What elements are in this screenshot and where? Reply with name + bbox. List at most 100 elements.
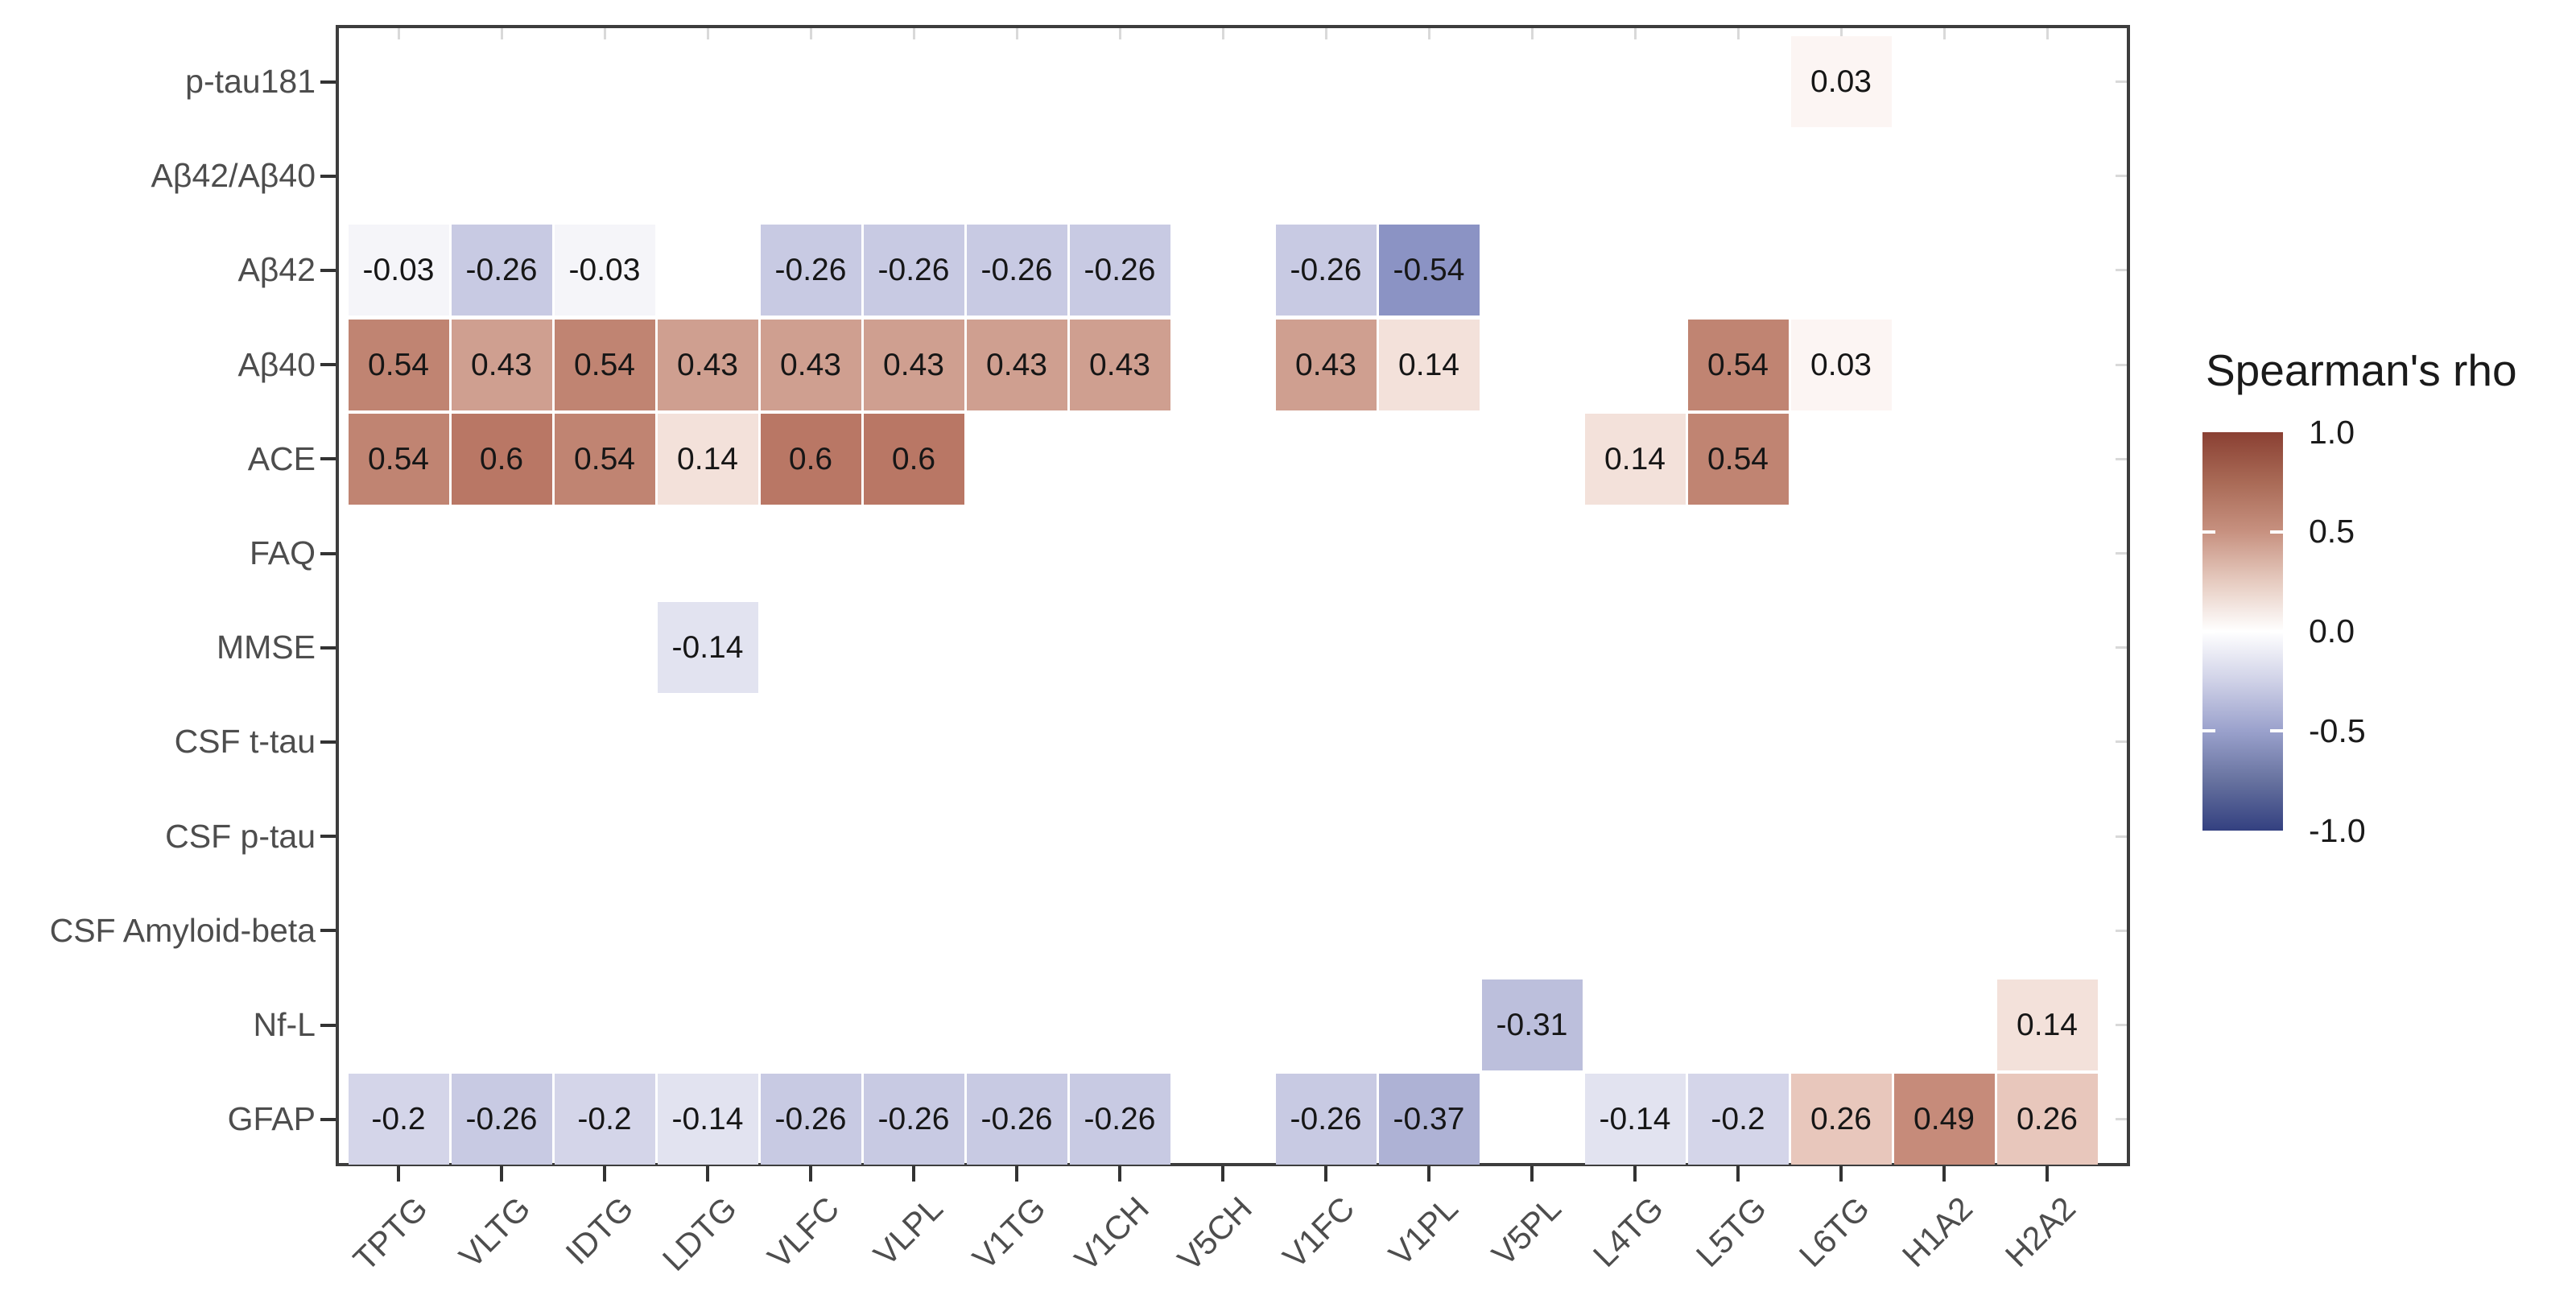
y-axis-minor-tick [2116,1118,2127,1121]
heatmap-cell: 0.49 [1893,1074,1995,1165]
y-axis-label: CSF t-tau [174,723,316,761]
cell-value: 0.54 [368,441,429,476]
cell-value: -0.2 [577,1102,632,1137]
cell-value: 0.43 [1295,347,1356,382]
cell-value: 0.54 [1707,347,1769,382]
heatmap-cell: -0.14 [657,1074,758,1165]
cell-value: -0.26 [465,1102,538,1137]
cell-value: -0.26 [1290,1102,1362,1137]
cell-value: 0.6 [788,441,833,476]
x-axis-tick [1324,1166,1327,1182]
y-axis-label: p-tau181 [185,63,316,100]
heatmap-cell: -0.37 [1378,1074,1480,1165]
heatmap-cell: -0.14 [657,602,758,694]
cell-value: -0.26 [1290,253,1362,288]
heatmap-cell: 0.54 [348,413,449,505]
cell-value: 0.54 [368,347,429,382]
cell-value: -0.03 [568,253,641,288]
x-axis-label: H1A2 [1895,1190,1980,1275]
x-axis-label: IDTG [558,1190,641,1272]
cell-value: -0.26 [980,253,1053,288]
x-axis-minor-tick [1118,28,1121,39]
heatmap-cell: 0.6 [863,413,964,505]
heatmap-cell: -0.26 [863,225,964,316]
cell-value: 0.14 [677,441,738,476]
x-axis-tick [2046,1166,2049,1182]
legend-tick-label: 0.0 [2309,612,2355,650]
cell-value: -0.54 [1393,253,1465,288]
heatmap-cell: 0.43 [1069,319,1170,410]
y-axis-minor-tick [2116,269,2127,272]
x-axis-tick [1736,1166,1740,1182]
heatmap-cell: 0.14 [1996,979,2098,1070]
cell-value: -0.14 [1599,1102,1671,1137]
heatmap-cell: -0.26 [760,225,861,316]
x-axis-tick [912,1166,915,1182]
x-axis-minor-tick [1736,28,1740,39]
y-axis-label: ACE [247,439,316,477]
legend-bar-tick [2270,530,2283,534]
x-axis-minor-tick [1633,28,1637,39]
heatmap-cell: 0.14 [1584,413,1686,505]
x-axis-tick [706,1166,709,1182]
x-axis-tick [603,1166,606,1182]
y-axis-minor-tick [2116,80,2127,83]
heatmap-cell: -0.26 [451,225,552,316]
legend-tick-label: 0.5 [2309,513,2355,551]
heatmap-cell: 0.6 [760,413,861,505]
x-axis-tick [809,1166,812,1182]
heatmap-cell: -0.26 [1275,225,1377,316]
legend-bar-tick [2270,629,2283,633]
x-axis-minor-tick [1324,28,1327,39]
y-axis-minor-tick [2116,457,2127,460]
x-axis-tick [1427,1166,1430,1182]
legend-tick-label: -0.5 [2309,711,2366,749]
x-axis-minor-tick [1427,28,1430,39]
cell-value: -0.14 [671,1102,744,1137]
y-axis-minor-tick [2116,175,2127,178]
heatmap-cell: 0.03 [1790,319,1892,410]
x-axis-tick [1530,1166,1534,1182]
y-axis-minor-tick [2116,929,2127,932]
heatmap-cell: 0.54 [348,319,449,410]
heatmap-cell: -0.26 [966,1074,1067,1165]
cell-value: 0.6 [891,441,936,476]
y-axis-tick [320,363,336,367]
heatmap-cell: 0.6 [451,413,552,505]
x-axis-minor-tick [500,28,503,39]
heatmap-cell: 0.43 [657,319,758,410]
cell-value: 0.49 [1913,1102,1975,1137]
y-axis-label: Aβ42/Aβ40 [151,157,316,195]
x-axis-minor-tick [397,28,400,39]
heatmap-cell: 0.26 [1790,1074,1892,1165]
y-axis-tick [320,1023,336,1027]
legend-bar-tick [2270,729,2283,733]
cell-value: 0.54 [1707,441,1769,476]
legend-bar-tick [2202,629,2215,633]
y-axis-label: FAQ [249,534,316,571]
heatmap-cell: -0.26 [1069,225,1170,316]
legend-tick-label: -1.0 [2309,811,2366,849]
heatmap-cell: -0.26 [863,1074,964,1165]
heatmap-cell: 0.14 [657,413,758,505]
legend-title: Spearman's rho [2206,345,2517,395]
cell-value: -0.26 [877,1102,950,1137]
y-axis-label: Nf-L [253,1006,316,1043]
y-axis-label: GFAP [227,1100,316,1138]
cell-value: 0.54 [574,347,635,382]
x-axis-minor-tick [1221,28,1224,39]
y-axis-tick [320,551,336,555]
cell-value: 0.03 [1810,64,1872,99]
heatmap-cell: -0.54 [1378,225,1480,316]
x-axis-minor-tick [706,28,709,39]
heatmap-cell: -0.26 [966,225,1067,316]
cell-value: 0.03 [1810,347,1872,382]
x-axis-tick [1015,1166,1018,1182]
legend-tick-label: 1.0 [2309,413,2355,451]
heatmap-cell: 0.43 [1275,319,1377,410]
x-axis-tick [1633,1166,1637,1182]
y-axis-label: CSF p-tau [165,817,316,855]
cell-value: 0.26 [1810,1102,1872,1137]
x-axis-label: H2A2 [1998,1190,2083,1275]
